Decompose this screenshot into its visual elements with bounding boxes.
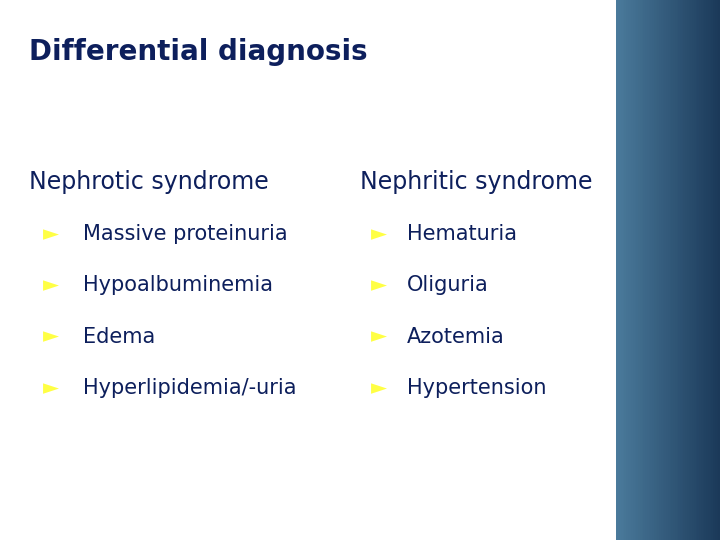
Bar xyxy=(708,0,710,540)
Bar xyxy=(670,0,672,540)
Bar xyxy=(638,0,641,540)
Bar xyxy=(619,0,621,540)
Text: ►: ► xyxy=(371,275,387,295)
Bar xyxy=(633,0,636,540)
Text: ►: ► xyxy=(43,275,59,295)
Bar xyxy=(685,0,688,540)
Bar xyxy=(652,0,654,540)
Bar xyxy=(677,0,679,540)
Text: Hypoalbuminemia: Hypoalbuminemia xyxy=(83,275,273,295)
Bar xyxy=(673,0,675,540)
Bar xyxy=(719,0,720,540)
Bar xyxy=(703,0,705,540)
Text: ►: ► xyxy=(43,327,59,347)
Bar xyxy=(711,0,714,540)
Bar xyxy=(687,0,689,540)
Text: Nephritic syndrome: Nephritic syndrome xyxy=(360,170,593,194)
Text: ►: ► xyxy=(43,378,59,398)
Bar xyxy=(716,0,719,540)
Text: Hyperlipidemia/-uria: Hyperlipidemia/-uria xyxy=(83,378,297,398)
Bar xyxy=(656,0,658,540)
Text: ►: ► xyxy=(371,224,387,244)
Bar xyxy=(694,0,696,540)
Bar xyxy=(698,0,700,540)
Bar xyxy=(704,0,707,540)
Bar xyxy=(621,0,624,540)
Bar xyxy=(690,0,693,540)
Bar xyxy=(713,0,716,540)
Bar xyxy=(706,0,708,540)
Bar xyxy=(626,0,629,540)
Bar xyxy=(692,0,695,540)
Bar xyxy=(636,0,639,540)
Bar xyxy=(678,0,680,540)
Bar xyxy=(617,0,620,540)
Bar xyxy=(715,0,717,540)
Bar xyxy=(701,0,703,540)
Bar xyxy=(710,0,712,540)
Bar xyxy=(668,0,670,540)
Text: Differential diagnosis: Differential diagnosis xyxy=(29,38,367,66)
Bar xyxy=(623,0,625,540)
Bar xyxy=(680,0,683,540)
Text: Edema: Edema xyxy=(83,327,155,347)
Text: Hematuria: Hematuria xyxy=(407,224,517,244)
Bar xyxy=(675,0,678,540)
Bar xyxy=(683,0,686,540)
Text: Nephrotic syndrome: Nephrotic syndrome xyxy=(29,170,269,194)
Bar xyxy=(616,0,618,540)
Bar xyxy=(645,0,648,540)
Text: ►: ► xyxy=(371,327,387,347)
Text: Oliguria: Oliguria xyxy=(407,275,489,295)
Text: Azotemia: Azotemia xyxy=(407,327,505,347)
Bar xyxy=(659,0,662,540)
Bar xyxy=(671,0,674,540)
Bar xyxy=(661,0,663,540)
Bar xyxy=(624,0,626,540)
Bar xyxy=(647,0,649,540)
Bar xyxy=(628,0,630,540)
Bar xyxy=(640,0,642,540)
Bar xyxy=(699,0,701,540)
Bar xyxy=(635,0,637,540)
Bar xyxy=(644,0,646,540)
Text: ►: ► xyxy=(43,224,59,244)
Bar xyxy=(629,0,632,540)
Bar xyxy=(662,0,665,540)
Bar xyxy=(682,0,684,540)
Bar xyxy=(657,0,660,540)
Bar xyxy=(696,0,698,540)
Bar xyxy=(650,0,653,540)
Bar xyxy=(642,0,644,540)
Text: Hypertension: Hypertension xyxy=(407,378,546,398)
Bar xyxy=(654,0,657,540)
Bar xyxy=(666,0,668,540)
Bar xyxy=(649,0,651,540)
Bar xyxy=(665,0,667,540)
Text: Massive proteinuria: Massive proteinuria xyxy=(83,224,287,244)
Bar xyxy=(689,0,691,540)
Bar xyxy=(631,0,634,540)
Text: ►: ► xyxy=(371,378,387,398)
